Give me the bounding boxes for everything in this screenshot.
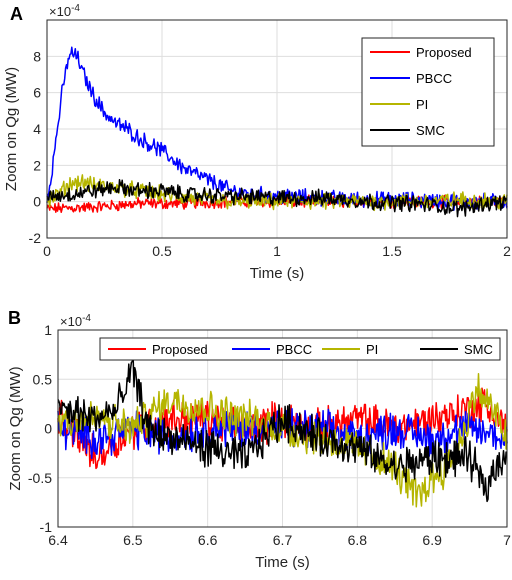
legend-label: Proposed bbox=[416, 45, 472, 60]
legend-label: Proposed bbox=[152, 342, 208, 357]
x-tick-label: 6.8 bbox=[348, 532, 368, 548]
axes-frame bbox=[46, 19, 508, 239]
series-line-smc bbox=[46, 179, 508, 218]
x-tick-label: 1 bbox=[273, 243, 281, 259]
legend-label: SMC bbox=[464, 342, 493, 357]
y-tick-label: 6 bbox=[33, 85, 41, 101]
y-tick-label: 0 bbox=[33, 194, 41, 210]
y-tick-label: 0 bbox=[44, 421, 52, 437]
y-tick-label: 4 bbox=[33, 121, 41, 137]
panel-b: 6.4 6.5 6.6 6.7 6.8 6.9 7 -1 -0.5 0 0.5 1 ×10-4 Time … bbox=[7, 308, 511, 571]
panel-label: A bbox=[10, 4, 23, 24]
x-axis-label: Time (s) bbox=[255, 554, 309, 571]
x-tick-label: 6.6 bbox=[198, 532, 218, 548]
y-multiplier-exponent: -4 bbox=[71, 3, 80, 14]
legend-box bbox=[361, 37, 495, 147]
x-tick-label: 6.5 bbox=[123, 532, 143, 548]
y-tick-label: -0.5 bbox=[28, 470, 52, 486]
y-tick-label: 2 bbox=[33, 157, 41, 173]
y-tick-label: 1 bbox=[44, 322, 52, 338]
x-tick-label: 6.7 bbox=[273, 532, 293, 548]
y-multiplier: ×10-4 bbox=[49, 3, 80, 19]
x-tick-label: 0.5 bbox=[152, 243, 172, 259]
x-tick-label: 0 bbox=[43, 243, 51, 259]
legend-label: SMC bbox=[416, 123, 445, 138]
axes-frame bbox=[57, 329, 508, 528]
y-axis-label: Zoom on Qg (MW) bbox=[3, 67, 20, 191]
x-axis-label: Time (s) bbox=[250, 265, 304, 282]
y-multiplier: ×10-4 bbox=[60, 313, 91, 329]
legend-label: PBCC bbox=[416, 71, 452, 86]
x-tick-label: 2 bbox=[503, 243, 511, 259]
x-tick-label: 6.4 bbox=[48, 532, 68, 548]
y-tick-label: -1 bbox=[40, 519, 53, 535]
y-tick-label: 0.5 bbox=[33, 371, 53, 387]
y-axis-label: Zoom on Qg (MW) bbox=[7, 366, 24, 490]
y-tick-label: 8 bbox=[33, 48, 41, 64]
x-tick-label: 1.5 bbox=[382, 243, 402, 259]
legend-label: PI bbox=[366, 342, 378, 357]
legend-label: PBCC bbox=[276, 342, 312, 357]
x-tick-label: 6.9 bbox=[422, 532, 442, 548]
y-multiplier-exponent: -4 bbox=[82, 313, 91, 324]
panel-label: B bbox=[8, 308, 21, 328]
legend-box bbox=[99, 337, 501, 361]
x-tick-label: 7 bbox=[503, 532, 511, 548]
legend-label: PI bbox=[416, 97, 428, 112]
y-tick-label: -2 bbox=[29, 230, 42, 246]
